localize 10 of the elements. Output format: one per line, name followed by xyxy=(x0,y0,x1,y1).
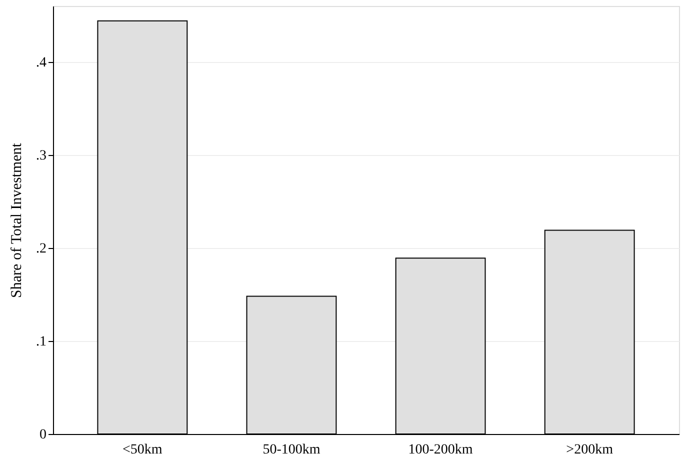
x-tick-label: 100-200km xyxy=(408,442,473,458)
y-tick-label: .1 xyxy=(36,334,46,350)
x-tick-label: >200km xyxy=(566,442,614,458)
y-tick-label: .3 xyxy=(36,148,46,164)
y-tick-label: .4 xyxy=(36,55,46,70)
y-tick-label: .2 xyxy=(36,241,46,256)
x-tick-label: <50km xyxy=(122,442,162,458)
y-axis-title: Share of Total Investment xyxy=(9,142,25,298)
x-tick-label: 50-100km xyxy=(262,442,320,458)
y-tick-label: 0 xyxy=(40,428,46,442)
